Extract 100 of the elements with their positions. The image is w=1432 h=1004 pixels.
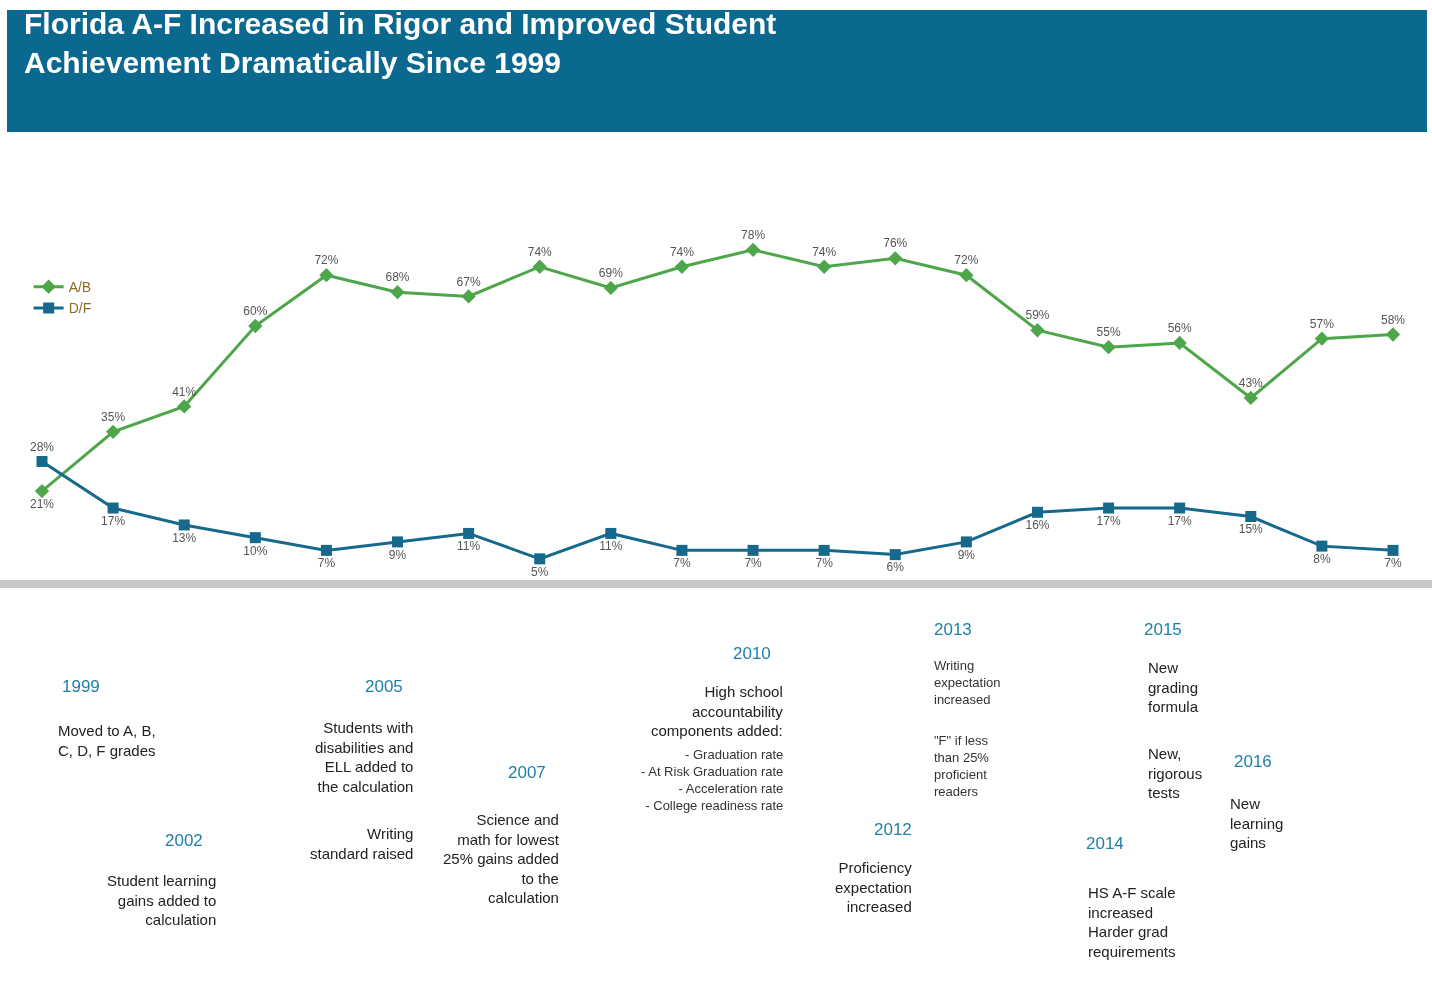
text: Science and math for lowest 25% gains added to the calculation <box>443 811 560 906</box>
data-label: 59% <box>1025 308 1050 323</box>
data-label: 21% <box>29 496 55 511</box>
point <box>888 251 903 266</box>
text: 2007 <box>508 763 546 782</box>
point <box>818 544 830 556</box>
point <box>817 259 832 274</box>
text: 2016 <box>1234 752 1272 771</box>
data-label: 43% <box>1238 376 1264 391</box>
point <box>605 527 617 539</box>
data-label: 68% <box>385 270 410 285</box>
data-label: 9% <box>957 547 976 562</box>
data-label: 17% <box>1096 513 1121 528</box>
data-label: 76% <box>883 236 908 251</box>
data-label: 9% <box>388 547 407 562</box>
point <box>320 544 332 556</box>
data-label: 5% <box>531 564 549 579</box>
point <box>676 544 688 556</box>
point <box>34 483 50 499</box>
data-label: 11% <box>457 539 481 554</box>
point <box>534 553 546 565</box>
data-label: 58% <box>1380 312 1406 327</box>
text: 2014 <box>1086 834 1124 853</box>
data-label: 57% <box>1309 316 1335 331</box>
data-label: 28% <box>29 439 55 454</box>
data-label: 16% <box>1025 518 1050 533</box>
point <box>178 519 190 531</box>
data-label: 6% <box>886 560 905 575</box>
point <box>36 455 48 467</box>
data-label: 17% <box>1167 513 1193 528</box>
data-label: 35% <box>101 409 126 424</box>
point <box>105 424 121 439</box>
text: Writing expectation increased <box>934 658 1001 707</box>
text: 1999 <box>62 677 100 696</box>
point <box>1316 540 1328 552</box>
point <box>392 536 404 548</box>
text: Students with disabilities and ELL added to the calculation <box>315 719 414 795</box>
text: 2015 <box>1144 620 1182 639</box>
data-label: 55% <box>1096 325 1121 340</box>
point <box>889 549 901 561</box>
point <box>463 527 475 539</box>
point <box>959 268 974 283</box>
text: 2005 <box>365 677 403 696</box>
point <box>461 289 476 304</box>
point <box>603 280 618 296</box>
text: High school accountability components added: <box>651 683 784 739</box>
legend-label: A/B <box>68 279 92 296</box>
point <box>1030 323 1045 338</box>
text: New, rigorous tests <box>1148 745 1203 801</box>
data-label: 17% <box>101 513 126 528</box>
data-label: 10% <box>243 543 268 558</box>
point <box>1385 327 1401 342</box>
data-label: 78% <box>741 227 766 242</box>
point <box>1245 511 1257 522</box>
chart-title: Florida A-F Increased in Rigor and Improved Student Achievement Dramatically Since 1999 <box>24 7 777 79</box>
data-label: 72% <box>314 253 339 268</box>
point <box>319 268 334 283</box>
data-label: 8% <box>1313 552 1331 567</box>
data-label: 7% <box>744 556 763 571</box>
text: HS A-F scale increased Harder grad requirements <box>1088 884 1176 960</box>
point <box>1103 502 1115 514</box>
text: 2010 <box>733 644 771 663</box>
point <box>747 544 759 556</box>
point <box>249 532 261 544</box>
data-label: 15% <box>1238 522 1264 537</box>
data-label: 7% <box>815 556 834 571</box>
data-label: 7% <box>673 556 691 571</box>
text: 2013 <box>934 620 972 639</box>
data-label: 7% <box>1384 556 1402 571</box>
point <box>390 284 405 300</box>
data-label: 69% <box>598 266 624 281</box>
point <box>745 242 761 257</box>
text: Moved to A, B, C, D, F grades <box>58 722 156 759</box>
point <box>1243 390 1258 406</box>
point <box>1314 331 1330 346</box>
data-label: 41% <box>172 384 197 399</box>
text: - Graduation rate - At Risk Graduation rate - Acceleration rate - College readiness rate <box>641 747 784 813</box>
data-label: 74% <box>527 244 553 259</box>
data-label: 11% <box>599 539 623 554</box>
legend-label: D/F <box>68 300 92 317</box>
point <box>177 399 192 414</box>
text: New learning gains <box>1230 795 1284 851</box>
text: Student learning gains added to calculation <box>107 872 217 928</box>
text: New grading formula <box>1148 659 1199 715</box>
data-label: 56% <box>1167 321 1193 336</box>
data-label: 74% <box>669 244 695 259</box>
point <box>1031 506 1043 518</box>
point <box>107 502 119 514</box>
text: Writing standard raised <box>310 825 414 862</box>
data-label: 60% <box>243 304 268 319</box>
text: "F" if less than 25% proficient readers <box>934 733 990 799</box>
text: 2012 <box>874 820 912 839</box>
point <box>674 259 690 274</box>
data-label: 7% <box>317 556 336 571</box>
data-label: 67% <box>456 274 481 289</box>
point <box>248 318 263 334</box>
point <box>960 536 972 548</box>
point <box>1174 502 1186 514</box>
data-label: 72% <box>954 253 979 268</box>
data-label: 74% <box>812 244 837 259</box>
